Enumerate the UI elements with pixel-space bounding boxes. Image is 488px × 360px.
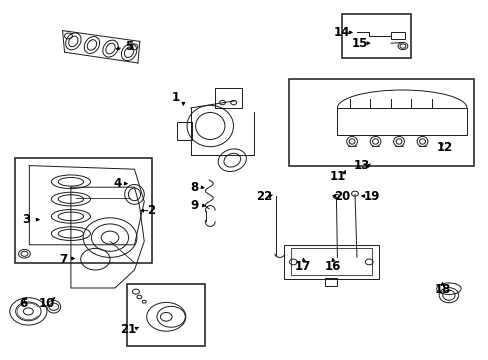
Text: 22: 22	[255, 190, 272, 203]
Text: 3: 3	[22, 213, 30, 226]
Bar	[288, 79, 473, 166]
Bar	[325, 278, 337, 286]
Text: 15: 15	[350, 37, 367, 50]
Bar	[215, 88, 242, 108]
Text: 16: 16	[324, 260, 340, 273]
Bar	[127, 284, 205, 346]
Text: 2: 2	[147, 204, 155, 217]
Text: 5: 5	[125, 40, 133, 53]
Bar	[390, 32, 404, 39]
Text: 18: 18	[433, 283, 450, 296]
Text: 21: 21	[120, 323, 136, 336]
Text: 17: 17	[294, 260, 311, 273]
Text: 9: 9	[190, 199, 198, 212]
Bar	[290, 248, 371, 275]
Text: 19: 19	[363, 190, 379, 203]
Text: 20: 20	[333, 190, 350, 203]
Text: 10: 10	[38, 297, 55, 310]
Text: 11: 11	[328, 170, 345, 183]
Bar	[177, 122, 191, 140]
Bar	[337, 108, 466, 135]
Text: 12: 12	[436, 141, 452, 154]
Text: 1: 1	[172, 91, 180, 104]
Text: 6: 6	[20, 297, 27, 310]
Text: 8: 8	[190, 181, 198, 194]
Bar	[283, 245, 378, 279]
Bar	[342, 14, 410, 58]
Text: 14: 14	[333, 26, 350, 39]
Bar	[15, 158, 151, 263]
Text: 4: 4	[113, 177, 121, 190]
Text: 7: 7	[60, 253, 67, 266]
Text: 13: 13	[353, 159, 369, 172]
